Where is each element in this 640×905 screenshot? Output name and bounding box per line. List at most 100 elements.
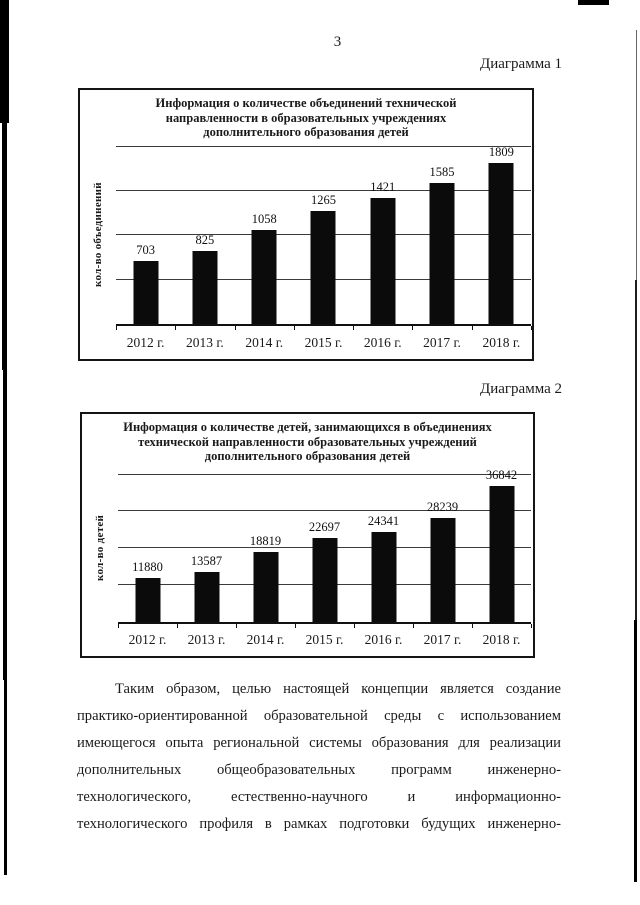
axis-tick [295, 624, 296, 628]
scan-artifact-right-top [636, 30, 637, 280]
x-axis-label: 2013 г. [187, 632, 226, 647]
body-line: Таким образом, целью настоящей концепции… [115, 681, 561, 697]
scan-artifact-left-bottom [4, 680, 7, 875]
bar [489, 485, 514, 622]
axis-tick [531, 326, 532, 330]
bar-value-label: 1421 [370, 179, 396, 194]
x-axis-label: 2017 г. [423, 632, 462, 647]
axis-tick [412, 326, 414, 330]
bar-value-label: 703 [136, 243, 156, 258]
gridline [118, 474, 531, 475]
bar-slot: 825 [175, 146, 234, 324]
axis-tick [116, 326, 117, 330]
chart-title-line: технической направленности образовательн… [138, 434, 477, 449]
diagram-1-caption: Диаграмма 1 [479, 56, 562, 72]
bar-slot: 36842 [472, 468, 531, 622]
bar [135, 578, 160, 622]
x-axis-labels: 2012 г. 2013 г. 2014 г. 2015 г. 2016 г. 2017 … [118, 632, 531, 652]
bar-value-label: 13587 [190, 553, 223, 568]
body-line: технологического профиля в рамках подгот… [77, 816, 561, 832]
body-line: дополнительных общеобразовательных прогр… [77, 762, 561, 778]
bar [488, 163, 514, 324]
bar [251, 229, 277, 324]
diagram-2-chart: Информация о количестве детей, занимающи… [80, 412, 535, 658]
x-axis-label: 2015 г. [304, 335, 343, 350]
chart-title-line: направленности в образовательных учрежде… [165, 110, 447, 125]
bar-value-label: 1809 [488, 145, 514, 159]
gridline [116, 189, 531, 191]
bar-value-label: 18819 [249, 534, 282, 549]
bar-slot: 1585 [412, 146, 471, 324]
bar-slot: 22697 [295, 474, 354, 622]
bar-value-label: 1058 [251, 211, 277, 226]
y-axis-label: кол-во детей [94, 514, 106, 582]
axis-tick [531, 624, 532, 628]
diagram-1-chart: Информация о количестве объединений техн… [78, 88, 534, 361]
scan-artifact-corner [578, 0, 609, 5]
bar-slot: 11880 [118, 474, 177, 622]
scan-artifact-right-bottom [634, 620, 637, 882]
x-axis-label: 2017 г. [423, 335, 461, 350]
bar [194, 571, 219, 622]
bar [133, 261, 159, 324]
body-line: технологического, естественно-научного и… [77, 789, 561, 805]
bar-value-label: 36842 [485, 467, 518, 482]
chart-title-line: Информация о количестве детей, занимающи… [123, 420, 492, 434]
bar [371, 531, 396, 622]
bar-value-label: 1585 [429, 164, 455, 179]
bar-slot: 24341 [354, 474, 413, 622]
bar-slot: 703 [116, 146, 175, 324]
bar-value-label: 28239 [426, 499, 459, 514]
axis-tick [293, 326, 295, 330]
x-axis-label: 2012 г. [126, 335, 165, 350]
chart-title-line: Информация о количестве объединений техн… [155, 96, 457, 110]
bar-value-label: 1265 [310, 193, 336, 208]
chart-title: Информация о количестве объединений техн… [80, 96, 532, 140]
page-number: 3 [333, 34, 342, 50]
body-line: практико-ориентированной образовательной… [77, 708, 561, 724]
body-paragraph: Таким образом, целью настоящей концепции… [77, 676, 561, 838]
plot-area: 703 825 1058 1265 1421 1585 1809 [116, 145, 532, 330]
x-axis-label: 2012 г. [128, 632, 167, 647]
bar-slot: 18819 [236, 474, 295, 622]
bar-slot: 1421 [353, 146, 412, 324]
x-axis-labels: 2012 г. 2013 г. 2014 г. 2015 г. 2016 г. 2017 … [116, 335, 531, 355]
bar-value-label: 825 [195, 232, 215, 247]
bar [430, 517, 455, 622]
x-axis-label: 2016 г. [364, 632, 403, 647]
bar [192, 250, 218, 324]
plot-area: 11880 13587 18819 22697 24341 28239 36842 [118, 468, 532, 628]
body-line: имеющегося опыта региональной системы об… [77, 735, 561, 751]
x-axis-label: 2016 г. [363, 335, 402, 350]
axis-tick [234, 326, 236, 330]
bar [310, 211, 336, 324]
axis-tick [354, 624, 355, 628]
x-axis-label: 2014 г. [246, 632, 285, 647]
bar-slot: 13587 [177, 474, 236, 622]
x-axis-label: 2015 г. [305, 632, 344, 647]
bar-slot: 1058 [235, 146, 294, 324]
gridline [118, 510, 531, 511]
bar [253, 552, 278, 622]
chart-title-line: дополнительного образования детей [204, 449, 411, 463]
chart-title-line: дополнительного образования детей [203, 125, 409, 139]
axis-tick [177, 624, 178, 628]
x-axis-label: 2014 г. [245, 335, 284, 350]
bar-slot: 1265 [294, 146, 353, 324]
x-axis-label: 2018 г. [482, 632, 521, 647]
axis-tick [118, 624, 119, 628]
bar [312, 538, 337, 622]
bar-slot: 28239 [413, 474, 472, 622]
scan-artifact-left-lower [3, 370, 7, 680]
x-axis-label: 2013 г. [186, 335, 224, 350]
scan-artifact-left-top [0, 0, 9, 123]
axis-tick [472, 624, 473, 628]
bar-value-label: 22697 [308, 520, 341, 535]
scan-artifact-left-mid [2, 123, 7, 370]
bar-slot: 1809 [472, 145, 531, 324]
x-axis-label: 2018 г. [482, 335, 521, 350]
bar-value-label: 11880 [132, 560, 163, 575]
y-axis-label: кол-во объединений [92, 182, 104, 288]
gridline [116, 146, 531, 147]
